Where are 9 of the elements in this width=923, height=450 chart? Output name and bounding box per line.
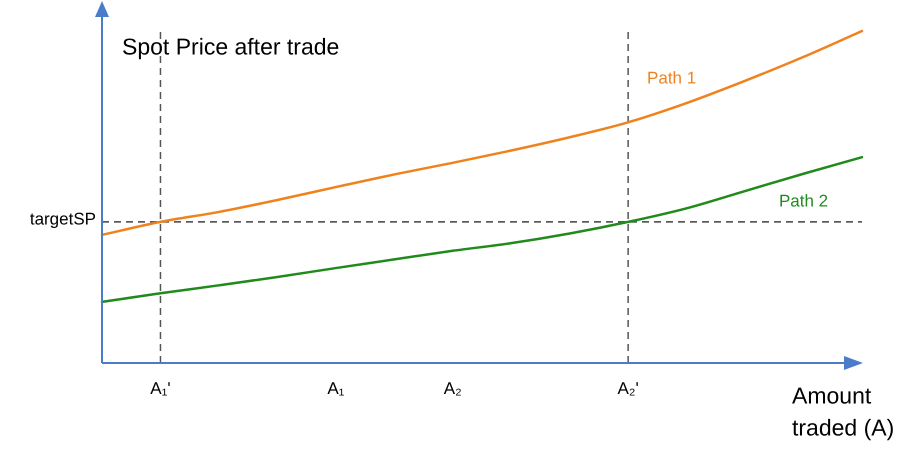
- y-axis-title: Spot Price after trade: [122, 33, 340, 60]
- series-label: Path 1: [647, 68, 696, 88]
- x-tick-label: A₂': [618, 378, 639, 398]
- x-axis-title: Amount traded (A): [792, 382, 894, 440]
- x-tick-label: A₂: [444, 378, 462, 398]
- ref-line-label: targetSP: [30, 210, 96, 229]
- series-label: Path 2: [778, 191, 828, 210]
- x-tick-label: A₁: [327, 378, 345, 398]
- x-tick-label: A₁': [150, 378, 171, 398]
